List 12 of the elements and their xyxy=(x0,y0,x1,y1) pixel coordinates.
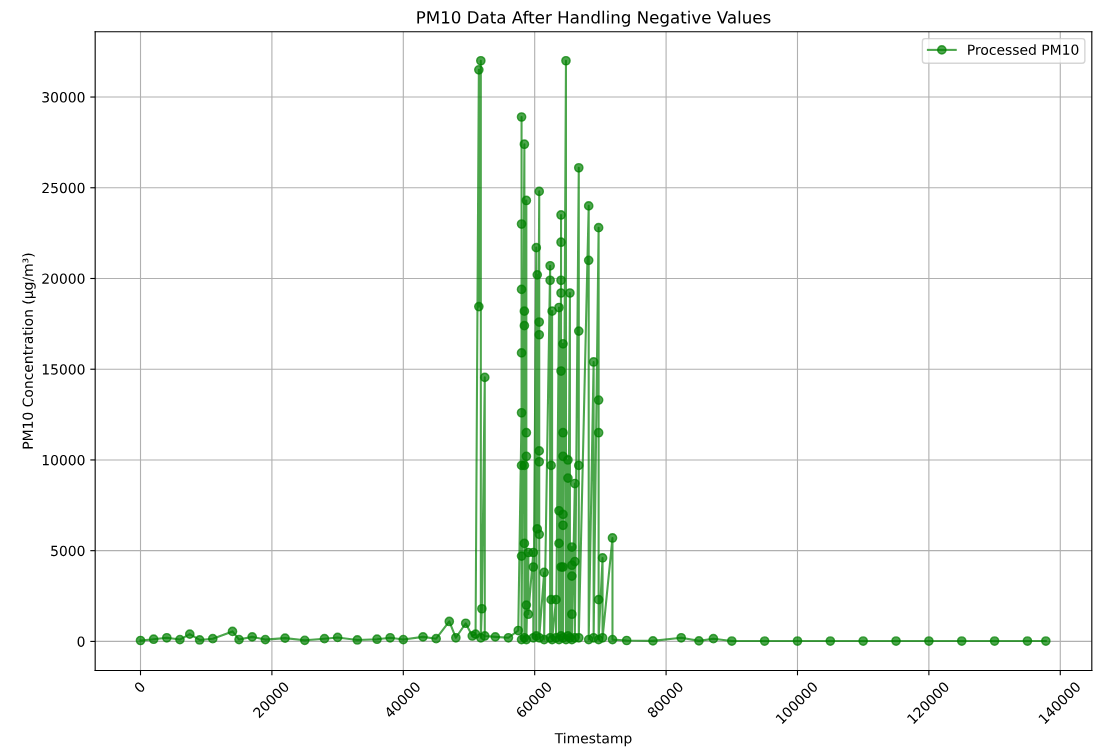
x-tick-label: 0 xyxy=(133,680,146,694)
legend-label: Processed PM10 xyxy=(968,44,1079,55)
x-axis-title: Timestamp xyxy=(554,732,632,747)
y-tick-label: 10000 xyxy=(42,454,85,466)
y-tick-label: 30000 xyxy=(42,92,85,103)
y-tick-label: 25000 xyxy=(42,182,85,194)
y-tick-label: 0 xyxy=(77,636,85,647)
chart-title: PM10 Data After Handling Negative Values xyxy=(417,10,771,27)
y-axis-title: PM10 Concentration (µg/m³) xyxy=(22,253,36,449)
y-tick-label: 15000 xyxy=(42,364,85,375)
y-tick-label: 5000 xyxy=(51,545,85,557)
y-tick-label: 20000 xyxy=(42,273,85,284)
